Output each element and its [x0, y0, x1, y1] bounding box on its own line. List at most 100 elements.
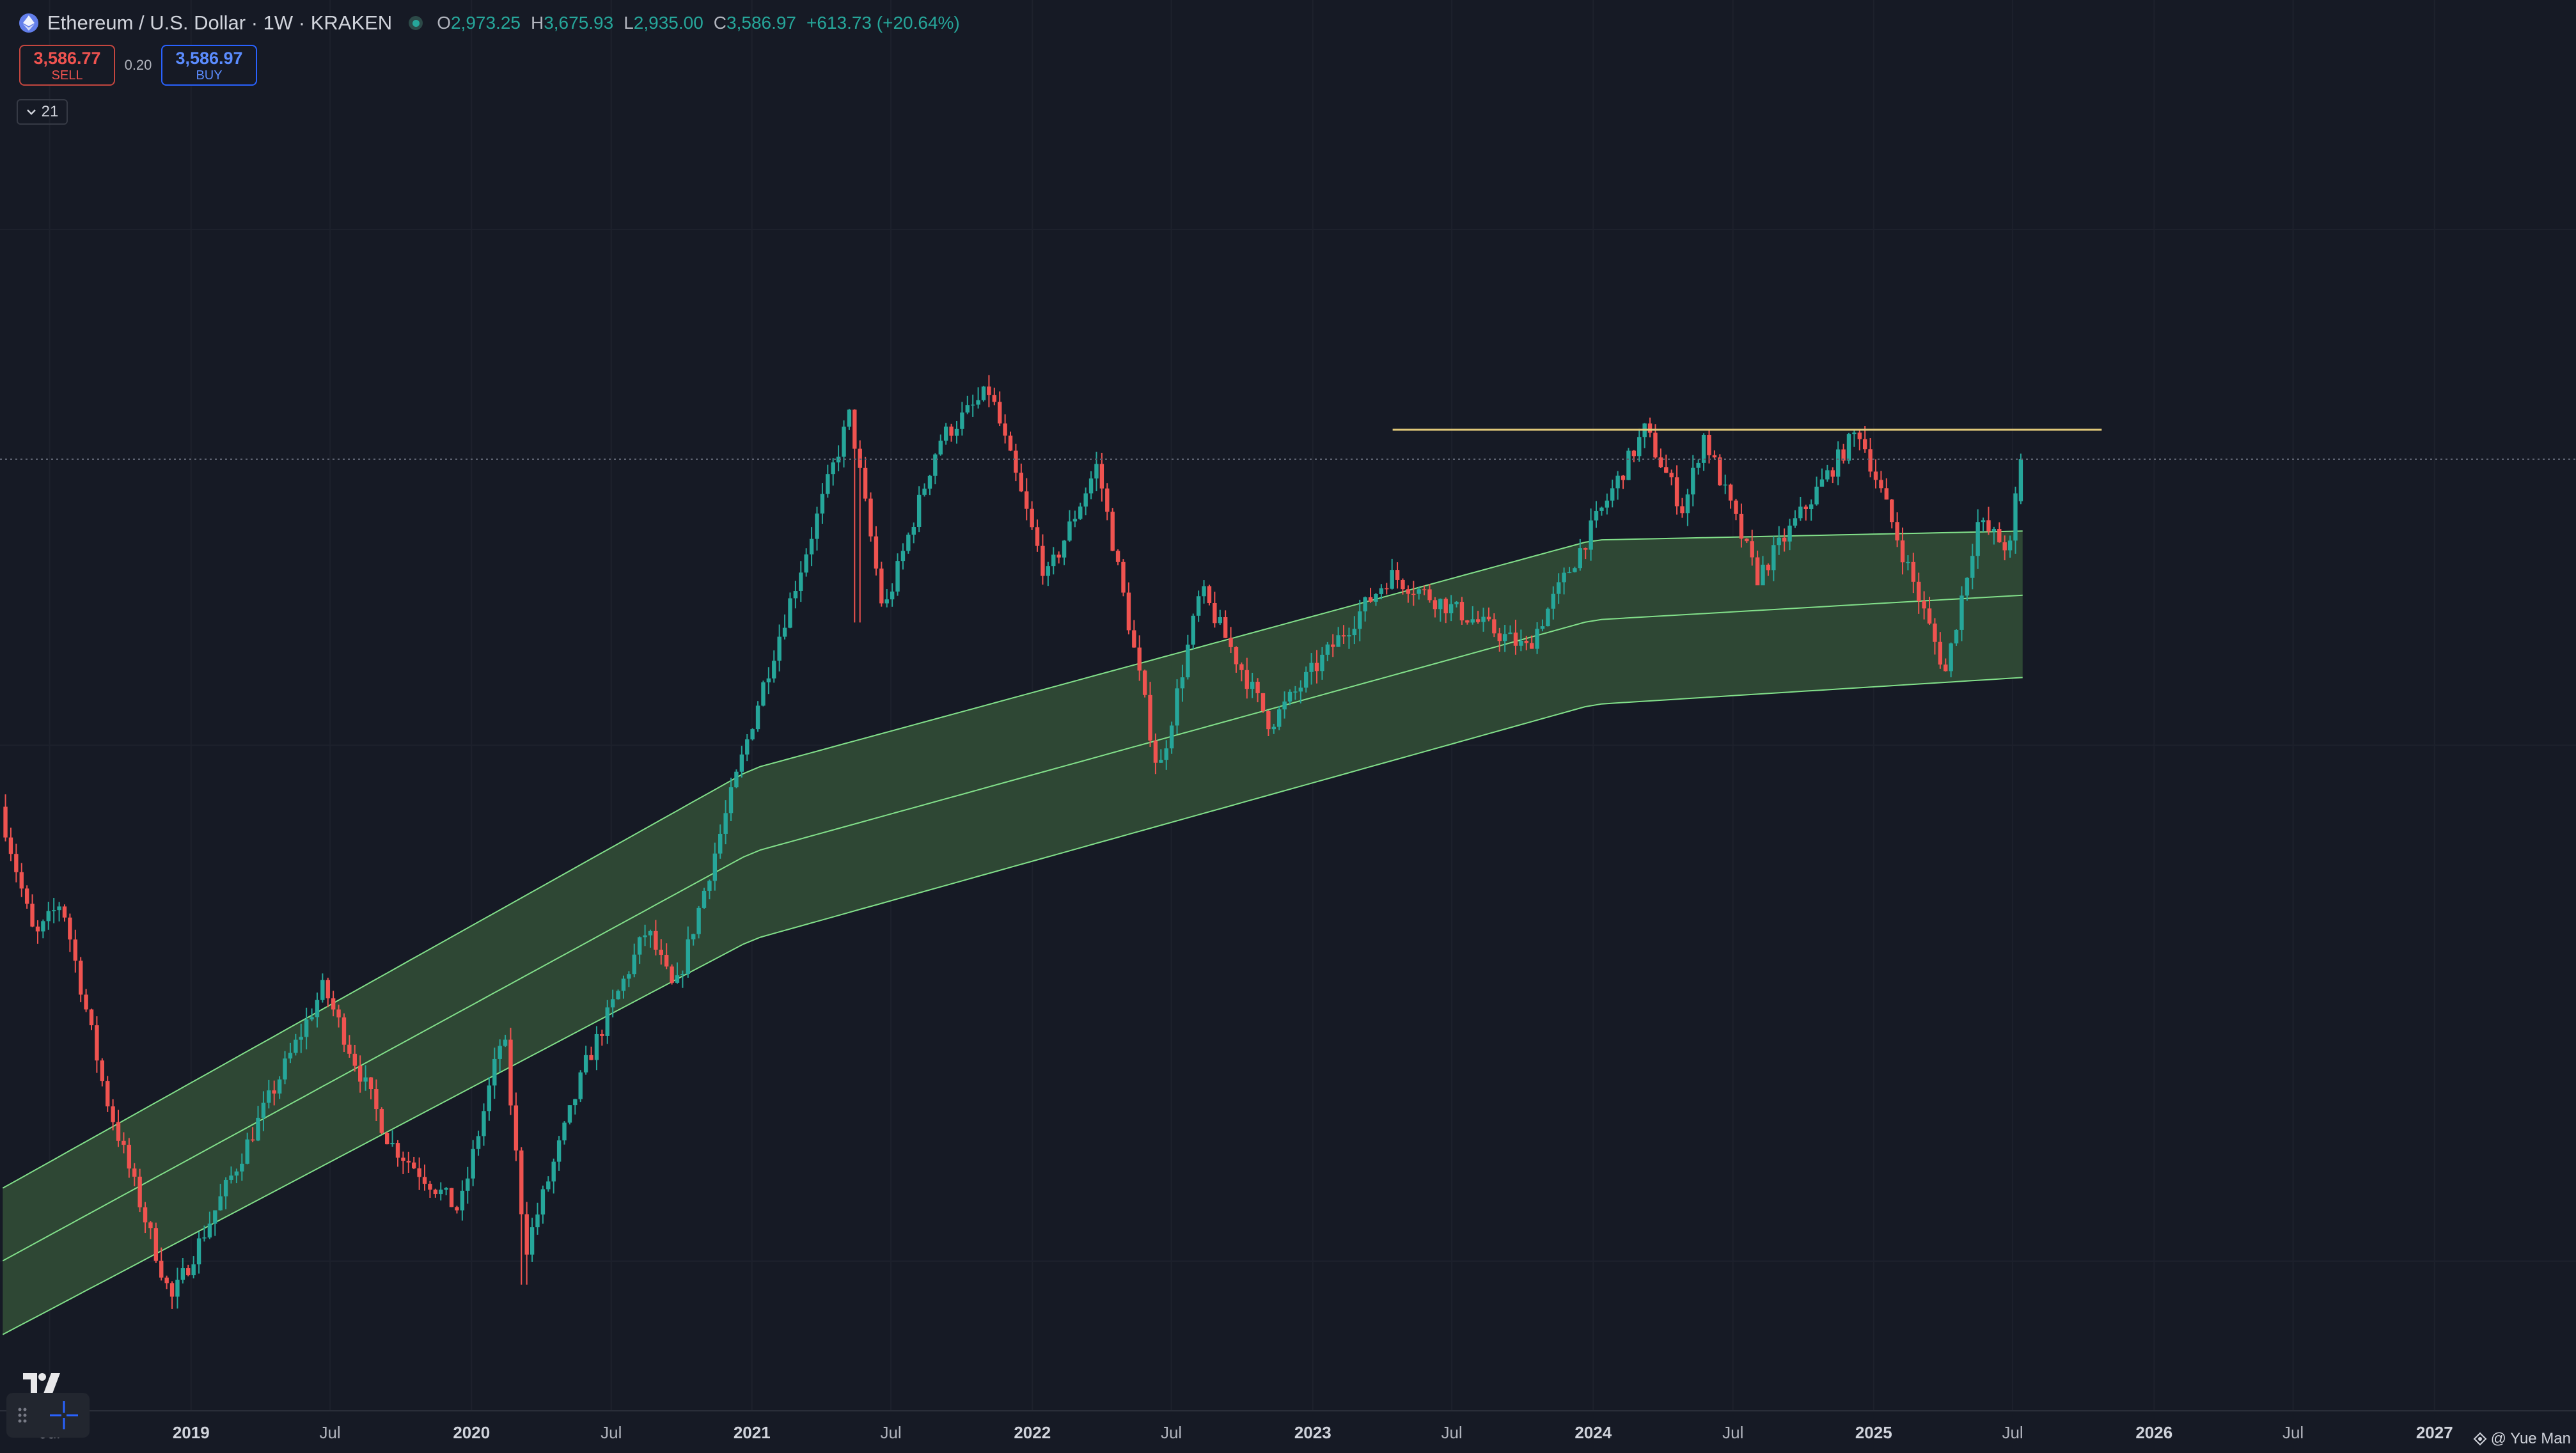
candle-body-185	[998, 402, 1002, 424]
candle-body-70	[379, 1109, 384, 1133]
candle-260	[1401, 578, 1405, 595]
candle-39	[213, 1210, 217, 1236]
candle-body-249	[1341, 635, 1346, 637]
candle-body-356	[1917, 581, 1921, 602]
buy-button[interactable]: 3,586.97 BUY	[161, 45, 257, 86]
candle-302	[1626, 448, 1631, 480]
candle-314	[1691, 455, 1695, 507]
candle-60	[326, 977, 330, 1008]
candle-body-149	[804, 554, 808, 573]
candle-203	[1094, 452, 1099, 492]
candle-163	[879, 562, 884, 607]
candle-body-276	[1486, 617, 1491, 620]
time-axis[interactable]: Jul 2019 Jul 2020 Jul 2021 Jul 2022 Jul 2023 Jul 20…	[0, 1410, 2576, 1453]
candle-body-129	[696, 907, 701, 934]
spread-value: 0.20	[124, 57, 152, 73]
candle-body-142	[766, 678, 771, 682]
candle-240	[1293, 686, 1298, 700]
candle-body-306	[1647, 423, 1653, 433]
candle-350	[1884, 478, 1889, 500]
candle-body-165	[890, 592, 895, 600]
market-status-icon[interactable]	[409, 16, 423, 30]
candle-77	[417, 1157, 421, 1190]
candle-259	[1395, 562, 1400, 589]
candle-142	[766, 667, 771, 695]
candle-body-83	[449, 1188, 454, 1207]
candle-body-289	[1556, 582, 1561, 594]
candle-353	[1900, 527, 1905, 575]
candle-body-233	[1255, 682, 1260, 693]
candle-30	[164, 1275, 169, 1289]
candle-body-258	[1390, 570, 1394, 589]
candle-body-167	[900, 551, 906, 562]
candle-313	[1685, 489, 1690, 526]
symbol-title[interactable]: Ethereum / U.S. Dollar · 1W · KRAKEN	[47, 12, 393, 34]
candle-239	[1287, 689, 1292, 705]
candle-body-43	[234, 1171, 239, 1176]
candle-body-65	[352, 1053, 357, 1066]
candle-body-253	[1363, 597, 1367, 611]
candle-200	[1078, 502, 1083, 520]
candle-274	[1475, 611, 1480, 624]
candle-42	[229, 1166, 233, 1184]
candle-body-143	[772, 661, 776, 679]
candle-body-197	[1062, 540, 1067, 558]
drawing-tools-toggle[interactable]	[6, 1393, 90, 1438]
candle-176	[949, 423, 954, 442]
candle-body-215	[1159, 760, 1163, 763]
candle-294	[1583, 547, 1588, 560]
candle-body-288	[1551, 593, 1555, 609]
author-credit[interactable]: @ Yue Man	[2473, 1430, 2571, 1448]
candle-body-111	[600, 1033, 604, 1036]
candle-body-173	[933, 454, 938, 476]
candle-318	[1712, 450, 1717, 459]
candle-304	[1637, 428, 1642, 462]
candle-body-262	[1411, 593, 1416, 595]
candle-310	[1669, 469, 1674, 485]
candle-207	[1115, 549, 1120, 565]
ethereum-icon[interactable]	[19, 13, 38, 33]
candle-body-28	[153, 1228, 159, 1261]
candle-body-345	[1857, 432, 1862, 439]
candle-body-162	[874, 536, 879, 569]
candle-body-257	[1385, 588, 1389, 590]
candle-body-10	[57, 906, 61, 911]
candle-237	[1277, 706, 1282, 730]
candle-102	[551, 1158, 556, 1194]
candle-body-297	[1599, 507, 1604, 511]
candle-372	[2002, 535, 2007, 561]
candle-body-317	[1707, 434, 1711, 455]
candle-238	[1282, 691, 1287, 719]
candle-0	[3, 794, 8, 842]
candle-body-196	[1056, 554, 1061, 558]
candle-body-203	[1094, 464, 1099, 479]
candle-283	[1524, 636, 1528, 650]
candle-164	[884, 588, 889, 608]
candle-body-336	[1809, 504, 1814, 509]
candle-body-273	[1470, 619, 1475, 623]
candle-188	[1014, 443, 1018, 482]
candle-278	[1497, 627, 1502, 652]
sell-button[interactable]: 3,586.77 SELL	[19, 45, 115, 86]
tradingview-logo[interactable]	[23, 1372, 65, 1395]
indicators-toggle-button[interactable]: 21	[17, 99, 68, 125]
candle-329	[1771, 536, 1776, 581]
candle-172	[927, 475, 932, 496]
candle-body-210	[1132, 630, 1136, 648]
candle-body-38	[207, 1223, 212, 1237]
candle-29	[159, 1247, 164, 1281]
candle-86	[466, 1166, 470, 1204]
candle-body-68	[368, 1077, 373, 1090]
candle-341	[1835, 441, 1841, 485]
candle-body-148	[799, 572, 803, 592]
candle-206	[1110, 508, 1115, 551]
candle-41	[223, 1177, 228, 1209]
candle-body-34	[186, 1268, 191, 1276]
candle-244	[1314, 650, 1319, 684]
candle-246	[1325, 641, 1330, 661]
candle-body-45	[245, 1139, 249, 1164]
crosshair-icon[interactable]	[49, 1400, 79, 1431]
candle-body-181	[976, 400, 980, 405]
candle-body-36	[196, 1238, 201, 1265]
